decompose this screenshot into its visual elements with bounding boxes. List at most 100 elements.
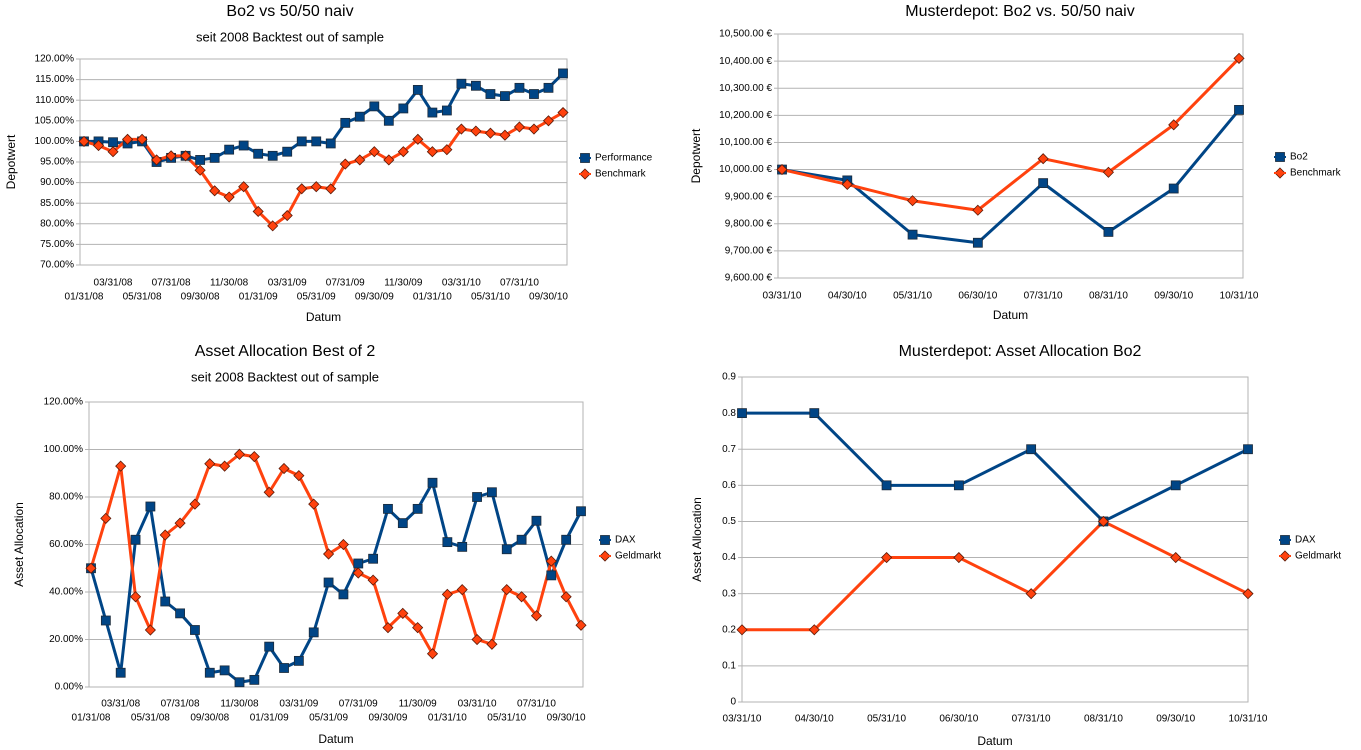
- marker: [560, 591, 572, 603]
- marker: [368, 146, 380, 158]
- x-tick-label: 05/31/10: [471, 292, 510, 303]
- y-tick-label: 0.1: [722, 661, 736, 672]
- marker: [92, 139, 105, 152]
- marker: [426, 146, 438, 158]
- plot-frame: [741, 376, 1249, 703]
- x-tick-label: 07/31/08: [152, 278, 191, 289]
- marker: [310, 181, 322, 193]
- marker: [100, 615, 111, 626]
- marker: [736, 624, 748, 636]
- x-tick-label: 03/31/09: [279, 699, 318, 710]
- series-line: [742, 411, 1249, 523]
- y-tick-label: 0.5: [722, 516, 736, 527]
- marker: [470, 125, 482, 137]
- marker: [500, 91, 510, 101]
- marker: [145, 501, 156, 512]
- marker: [308, 627, 319, 638]
- x-tick-label: 11/30/09: [399, 699, 438, 710]
- x-tick-label: 11/30/08: [210, 278, 249, 289]
- marker: [1168, 183, 1179, 194]
- x-tick-label: 04/30/10: [795, 714, 834, 725]
- x-tick-label: 06/30/10: [939, 714, 978, 725]
- x-tick-label: 07/31/09: [326, 278, 365, 289]
- y-tick-label: 40.00%: [49, 587, 83, 598]
- y-tick-label: 20.00%: [49, 634, 83, 645]
- y-tick-label: 10,200.00 €: [719, 110, 772, 121]
- marker: [953, 551, 965, 564]
- series-line: [89, 481, 583, 684]
- marker: [340, 117, 351, 128]
- legend-label: Benchmark: [1290, 168, 1342, 179]
- y-tick-label: 0.4: [722, 552, 736, 563]
- x-tick-label: 04/30/10: [828, 291, 867, 302]
- marker: [530, 610, 543, 622]
- x-tick-label: 09/30/10: [547, 713, 586, 724]
- marker: [456, 584, 468, 596]
- marker: [427, 477, 438, 488]
- marker: [809, 408, 820, 419]
- marker: [841, 178, 853, 191]
- y-axis-title: Asset Allocation: [12, 502, 26, 587]
- y-tick-label: 0.3: [722, 588, 736, 599]
- legend-label: DAX: [615, 535, 636, 546]
- chart: Bo2 vs 50/50 naiv seit 2008 Backtest out …: [4, 3, 653, 324]
- marker: [397, 607, 409, 619]
- x-tick-label: 07/31/10: [1012, 714, 1051, 725]
- marker: [165, 150, 177, 162]
- legend-label: Bo2: [1290, 152, 1308, 163]
- marker: [1242, 588, 1254, 600]
- x-tick-label: 09/30/09: [369, 713, 408, 724]
- x-tick-label: 01/31/09: [250, 713, 289, 724]
- y-tick-label: 10,000.00 €: [719, 164, 772, 175]
- marker: [972, 204, 984, 216]
- marker: [398, 103, 409, 114]
- marker: [278, 462, 290, 475]
- marker: [160, 596, 171, 607]
- x-tick-label: 09/30/08: [181, 292, 220, 303]
- marker: [1097, 515, 1109, 528]
- marker: [323, 577, 334, 588]
- series-line: [83, 111, 564, 228]
- x-tick-label: 01/31/08: [65, 292, 104, 303]
- marker: [325, 138, 336, 149]
- y-tick-label: 0.9: [722, 372, 736, 383]
- marker: [209, 152, 220, 163]
- marker: [383, 503, 393, 514]
- y-tick-label: 10,400.00 €: [719, 56, 772, 67]
- x-tick-label: 03/31/08: [101, 699, 140, 710]
- marker: [881, 480, 892, 491]
- marker: [881, 551, 893, 564]
- marker: [249, 674, 260, 685]
- x-tick-label: 05/31/09: [297, 292, 336, 303]
- plot-frame: [79, 58, 568, 266]
- marker: [338, 589, 349, 600]
- x-tick-label: 10/31/10: [1220, 291, 1259, 302]
- marker: [558, 68, 568, 79]
- marker: [267, 220, 279, 232]
- y-tick-label: 80.00%: [49, 492, 83, 503]
- marker: [441, 144, 453, 156]
- marker: [219, 665, 230, 676]
- marker: [308, 498, 320, 510]
- marker: [808, 624, 820, 636]
- marker: [561, 534, 572, 545]
- x-tick-label: 03/31/09: [268, 278, 307, 289]
- x-tick-label: 01/31/08: [72, 713, 111, 724]
- marker: [296, 136, 307, 147]
- marker: [776, 163, 788, 176]
- marker: [279, 663, 289, 673]
- marker: [129, 591, 142, 603]
- marker: [397, 518, 408, 529]
- chart-subtitle: seit 2008 Backtest out of sample: [196, 29, 384, 44]
- marker: [159, 529, 171, 541]
- x-tick-label: 05/31/10: [487, 713, 526, 724]
- marker: [78, 135, 90, 147]
- marker: [174, 517, 186, 529]
- marker: [1168, 119, 1180, 131]
- marker: [85, 562, 97, 574]
- marker: [427, 107, 438, 118]
- marker: [100, 512, 112, 524]
- marker: [209, 185, 221, 197]
- marker: [367, 574, 379, 586]
- x-tick-label: 05/31/10: [893, 291, 932, 302]
